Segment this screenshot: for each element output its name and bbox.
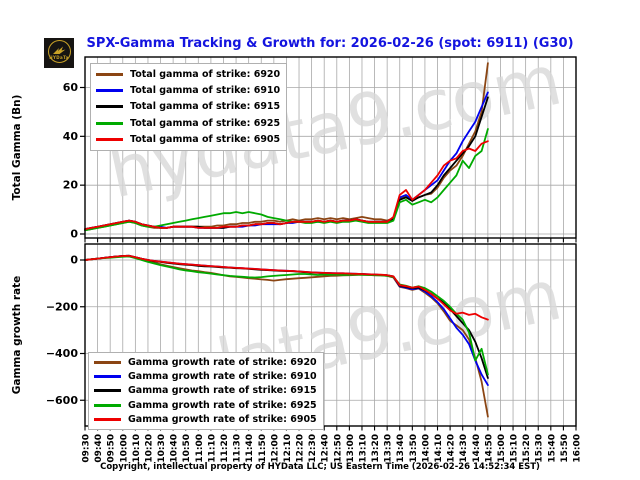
x-tick-label: 15:00 bbox=[497, 434, 507, 463]
y-tick-label: 0 bbox=[70, 254, 78, 267]
legend-swatch bbox=[94, 418, 121, 422]
y-tick-label: −200 bbox=[46, 300, 79, 313]
x-tick-label: 10:10 bbox=[132, 434, 142, 463]
x-tick-label: 09:40 bbox=[94, 434, 104, 463]
copyright-footer: Copyright, intellectual property of HYDa… bbox=[100, 462, 540, 472]
legend-swatch bbox=[94, 360, 121, 364]
x-tick-label: 13:10 bbox=[358, 434, 368, 463]
logo-ring-icon bbox=[48, 40, 71, 63]
legend-item: Gamma growth rate of strike: 6920 bbox=[94, 355, 317, 369]
x-tick-label: 15:10 bbox=[510, 434, 520, 463]
x-tick-label: 12:30 bbox=[308, 434, 318, 463]
legend-swatch bbox=[94, 389, 121, 393]
x-tick-label: 13:30 bbox=[384, 434, 394, 463]
x-tick-label: 14:50 bbox=[484, 434, 494, 463]
legend-swatch bbox=[96, 121, 123, 125]
x-tick-label: 11:30 bbox=[233, 434, 243, 463]
hydata-logo: HYDaTa bbox=[44, 38, 74, 68]
legend-total-gamma: Total gamma of strike: 6920 Total gamma o… bbox=[90, 63, 288, 151]
y-tick-label: 60 bbox=[63, 81, 79, 94]
x-tick-label: 10:30 bbox=[157, 434, 167, 463]
x-tick-label: 10:00 bbox=[119, 434, 129, 463]
legend-label: Total gamma of strike: 6920 bbox=[130, 68, 281, 80]
legend-swatch bbox=[96, 105, 123, 109]
legend-item: Gamma growth rate of strike: 6910 bbox=[94, 369, 317, 383]
x-tick-label: 11:00 bbox=[195, 434, 205, 463]
legend-item: Gamma growth rate of strike: 6925 bbox=[94, 398, 317, 412]
x-tick-label: 12:10 bbox=[283, 434, 293, 463]
y-tick-label: −600 bbox=[46, 394, 79, 407]
x-tick-label: 09:30 bbox=[82, 434, 92, 463]
y-tick-label: 20 bbox=[63, 179, 79, 192]
x-tick-label: 13:40 bbox=[396, 434, 406, 463]
x-tick-label: 13:50 bbox=[409, 434, 419, 463]
x-tick-label: 10:40 bbox=[170, 434, 180, 463]
x-tick-label: 13:00 bbox=[346, 434, 356, 463]
x-tick-label: 11:40 bbox=[245, 434, 255, 463]
legend-item: Total gamma of strike: 6920 bbox=[96, 66, 280, 82]
y-tick-label: 40 bbox=[63, 130, 79, 143]
series-line bbox=[84, 254, 489, 321]
legend-item: Total gamma of strike: 6915 bbox=[96, 99, 280, 115]
x-tick-label: 15:20 bbox=[522, 434, 532, 463]
x-tick-label: 13:20 bbox=[371, 434, 381, 463]
x-tick-label: 12:00 bbox=[270, 434, 280, 463]
legend-label: Total gamma of strike: 6915 bbox=[130, 101, 281, 113]
x-tick-label: 11:50 bbox=[258, 434, 268, 463]
bird-icon bbox=[53, 46, 66, 54]
x-tick-label: 11:10 bbox=[207, 434, 217, 463]
logo-text: HYDaTa bbox=[49, 54, 69, 60]
legend-growth-rate: Gamma growth rate of strike: 6920 Gamma g… bbox=[88, 352, 324, 430]
legend-swatch bbox=[96, 72, 123, 76]
x-tick-label: 11:20 bbox=[220, 434, 230, 463]
x-tick-label: 14:00 bbox=[421, 434, 431, 463]
legend-label: Gamma growth rate of strike: 6905 bbox=[128, 414, 317, 426]
plot-border bbox=[84, 56, 577, 239]
plot-border bbox=[84, 243, 577, 427]
x-tick-label: 16:00 bbox=[573, 434, 583, 463]
legend-item: Gamma growth rate of strike: 6915 bbox=[94, 384, 317, 398]
x-tick-label: 14:30 bbox=[459, 434, 469, 463]
legend-label: Total gamma of strike: 6910 bbox=[130, 85, 281, 97]
y-tick-label: 0 bbox=[70, 228, 78, 241]
x-tick-label: 12:20 bbox=[296, 434, 306, 463]
legend-swatch bbox=[94, 375, 121, 379]
legend-swatch bbox=[96, 89, 123, 93]
legend-swatch bbox=[96, 138, 123, 142]
x-tick-label: 09:50 bbox=[107, 434, 117, 463]
y-axis-label: Total Gamma (Bn) bbox=[11, 95, 23, 201]
chart-title: SPX-Gamma Tracking & Growth for: 2026-02… bbox=[86, 36, 574, 51]
legend-item: Gamma growth rate of strike: 6905 bbox=[94, 413, 317, 427]
x-tick-label: 14:10 bbox=[434, 434, 444, 463]
x-tick-label: 15:30 bbox=[535, 434, 545, 463]
axis-labels: 0 20 40 60 Total Gamma (Bn) 0 −200 −400 −600 09:3… bbox=[11, 81, 583, 463]
legend-label: Gamma growth rate of strike: 6915 bbox=[128, 385, 317, 397]
x-tick-label: 14:40 bbox=[472, 434, 482, 463]
x-tick-label: 15:40 bbox=[547, 434, 557, 463]
legend-label: Gamma growth rate of strike: 6920 bbox=[128, 356, 317, 368]
x-tick-label: 10:20 bbox=[144, 434, 154, 463]
legend-item: Total gamma of strike: 6910 bbox=[96, 82, 280, 98]
x-tick-label: 10:50 bbox=[182, 434, 192, 463]
legend-swatch bbox=[94, 403, 121, 407]
legend-label: Gamma growth rate of strike: 6925 bbox=[128, 399, 317, 411]
legend-item: Total gamma of strike: 6925 bbox=[96, 115, 280, 131]
x-tick-label: 15:50 bbox=[560, 434, 570, 463]
x-tick-label: 14:20 bbox=[447, 434, 457, 463]
legend-label: Gamma growth rate of strike: 6910 bbox=[128, 371, 317, 383]
y-tick-label: −400 bbox=[46, 347, 79, 360]
legend-label: Total gamma of strike: 6905 bbox=[130, 134, 281, 146]
series-line bbox=[84, 140, 489, 231]
x-tick-label: 12:50 bbox=[333, 434, 343, 463]
y-axis-label: Gamma growth rate bbox=[11, 276, 23, 395]
legend-label: Total gamma of strike: 6925 bbox=[130, 117, 281, 129]
x-tick-label: 12:40 bbox=[321, 434, 331, 463]
legend-item: Total gamma of strike: 6905 bbox=[96, 132, 280, 148]
series-lines bbox=[84, 62, 489, 418]
